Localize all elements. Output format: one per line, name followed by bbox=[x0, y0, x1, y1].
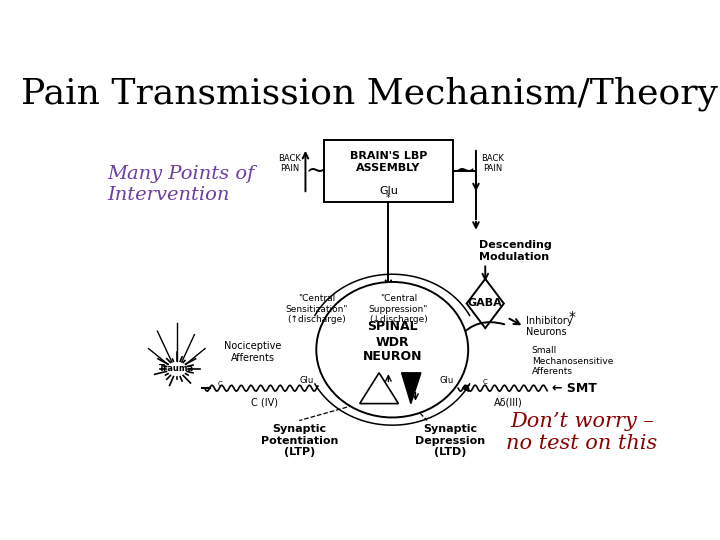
Text: SPINAL
WDR
NEURON: SPINAL WDR NEURON bbox=[362, 321, 422, 363]
Text: BACK
PAIN: BACK PAIN bbox=[279, 154, 302, 173]
Text: C: C bbox=[483, 379, 487, 385]
Text: Aδ(III): Aδ(III) bbox=[494, 397, 523, 408]
Text: Glu: Glu bbox=[300, 376, 314, 385]
Text: Many Points of
Intervention: Many Points of Intervention bbox=[107, 165, 254, 204]
Text: GABA: GABA bbox=[468, 299, 503, 308]
Text: BRAIN'S LBP
ASSEMBLY: BRAIN'S LBP ASSEMBLY bbox=[350, 151, 427, 173]
Text: BACK
PAIN: BACK PAIN bbox=[482, 154, 505, 173]
Text: Trauma: Trauma bbox=[159, 364, 194, 374]
Text: ← SMT: ← SMT bbox=[552, 382, 597, 395]
Text: "Central
Sensitization"
(↑discharge): "Central Sensitization" (↑discharge) bbox=[285, 294, 348, 324]
Text: *: * bbox=[569, 310, 576, 325]
Text: Don’t worry –
no test on this: Don’t worry – no test on this bbox=[506, 413, 658, 454]
Text: Glu: Glu bbox=[439, 376, 454, 385]
Text: Synaptic
Depression
(LTD): Synaptic Depression (LTD) bbox=[415, 424, 485, 457]
Text: Descending
Modulation: Descending Modulation bbox=[479, 240, 552, 262]
Text: *: * bbox=[386, 193, 391, 203]
Text: Small
Mechanosensitive
Afferents: Small Mechanosensitive Afferents bbox=[532, 346, 613, 376]
Text: Glu: Glu bbox=[379, 186, 398, 196]
Polygon shape bbox=[360, 373, 398, 403]
Bar bbox=[324, 140, 453, 202]
Polygon shape bbox=[402, 373, 421, 403]
Polygon shape bbox=[467, 279, 504, 328]
Text: ~: ~ bbox=[454, 159, 475, 183]
Text: C (IV): C (IV) bbox=[251, 397, 278, 408]
Text: ~: ~ bbox=[306, 159, 327, 183]
Ellipse shape bbox=[316, 282, 468, 417]
Text: Inhibitory
Neurons: Inhibitory Neurons bbox=[526, 316, 572, 338]
Text: C: C bbox=[218, 381, 222, 387]
Text: Synaptic
Potentiation
(LTP): Synaptic Potentiation (LTP) bbox=[261, 424, 338, 457]
Text: "Central
Suppression"
(↓discharge): "Central Suppression" (↓discharge) bbox=[369, 294, 428, 324]
Text: Pain Transmission Mechanism/Theory: Pain Transmission Mechanism/Theory bbox=[21, 77, 717, 111]
Text: Nociceptive
Afferents: Nociceptive Afferents bbox=[224, 341, 282, 363]
